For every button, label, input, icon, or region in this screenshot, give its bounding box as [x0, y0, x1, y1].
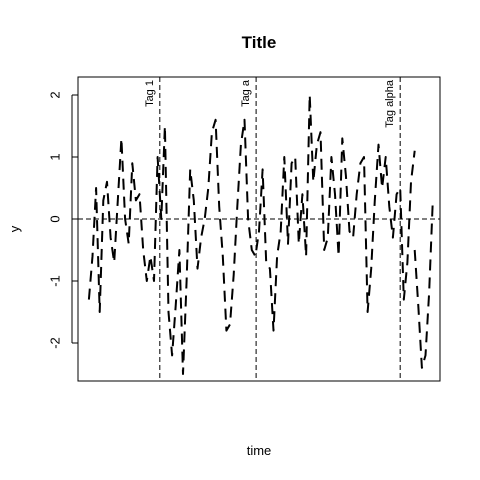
x-axis-label: time [247, 443, 272, 458]
series-line [87, 94, 416, 375]
y-tick-label: 2 [47, 91, 62, 98]
tags-layer: Tag 1 Tag a Tag alpha [144, 77, 401, 381]
y-tick-label: 1 [47, 153, 62, 160]
tag-label: Tag alpha [384, 79, 396, 128]
series-line [413, 200, 434, 369]
y-tick-label: -2 [47, 337, 62, 349]
tag-label: Tag a [240, 79, 252, 107]
y-tick-label: -1 [47, 275, 62, 287]
y-axis: -2 -1 0 1 2 [47, 91, 78, 349]
tag-label: Tag 1 [144, 80, 156, 107]
plot-frame [77, 76, 441, 382]
y-tick-label: 0 [47, 215, 62, 222]
series-layer [87, 94, 434, 375]
chart-title: Title [242, 33, 277, 52]
y-axis-label: y [7, 225, 22, 232]
